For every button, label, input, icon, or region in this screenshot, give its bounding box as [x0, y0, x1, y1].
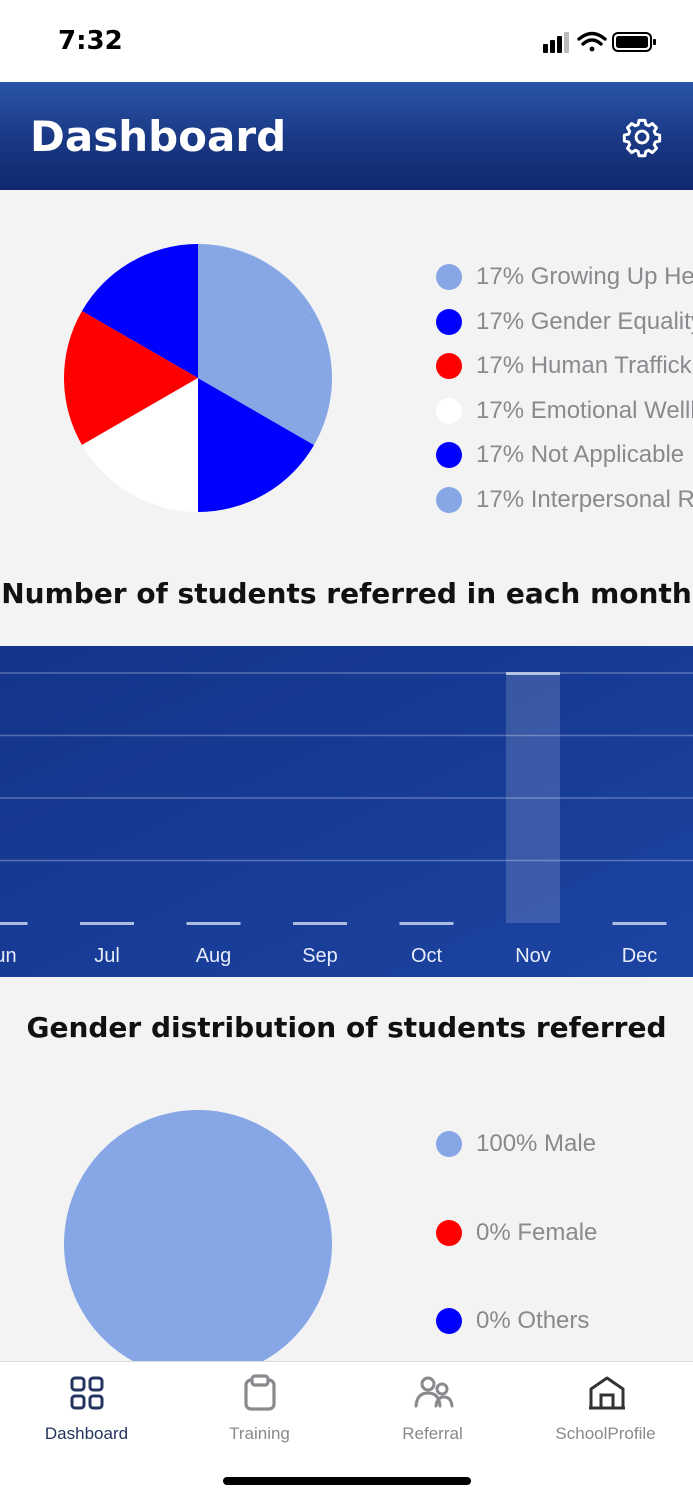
- legend-dot: [436, 1219, 462, 1246]
- x-tick-label: Nov: [515, 945, 551, 967]
- signal-icon: [543, 32, 569, 53]
- legend-item: 17% Gender Equality: [436, 300, 693, 345]
- monthly-bar-chart: Jun Jul Aug Sep Oct Nov Dec: [0, 646, 693, 977]
- bar-cap: [612, 922, 667, 925]
- legend-item: 0% Female: [436, 1211, 693, 1300]
- monthly-chart-title: Number of students referred in each mont…: [1, 577, 692, 610]
- clipboard-icon: [244, 1374, 276, 1411]
- bar-cap: [186, 922, 241, 925]
- bar-cap: [293, 922, 347, 925]
- pie-slice: [198, 378, 315, 512]
- wifi-icon: [577, 31, 607, 52]
- home-indicator: [223, 1477, 471, 1485]
- legend-item: 17% Human Trafficking: [436, 344, 693, 389]
- x-tick-label: Dec: [622, 945, 658, 967]
- tab-training[interactable]: Training: [173, 1362, 346, 1462]
- status-time: 7:32: [58, 26, 123, 56]
- tab-dashboard[interactable]: Dashboard: [0, 1362, 173, 1462]
- tab-referral[interactable]: Referral: [346, 1362, 519, 1462]
- people-icon: [414, 1376, 454, 1408]
- x-tick-label: Aug: [196, 945, 232, 967]
- legend-item: 0% Others: [436, 1299, 693, 1388]
- legend-label: 17% Growing Up Healthy: [476, 263, 693, 291]
- gender-pie-chart: [64, 1110, 332, 1378]
- status-bar: 7:32: [0, 0, 693, 82]
- page-title: Dashboard: [30, 112, 287, 161]
- tab-label: Training: [229, 1424, 290, 1443]
- legend-item: 17% Growing Up Healthy: [436, 255, 693, 300]
- bar-cap: [506, 672, 560, 675]
- pie-slice: [81, 244, 198, 378]
- tab-label: SchoolProfile: [555, 1424, 656, 1443]
- legend-label: 17% Interpersonal Relationships: [476, 485, 693, 513]
- legend-label: 17% Human Trafficking: [476, 352, 693, 380]
- settings-gear-icon[interactable]: [621, 116, 663, 158]
- x-tick-label: Jun: [0, 945, 17, 967]
- gender-chart-title: Gender distribution of students referred: [26, 1011, 667, 1044]
- bar: [506, 673, 560, 923]
- pie-slice: [198, 311, 332, 445]
- topics-pie-chart: [64, 244, 332, 512]
- legend-label: 0% Female: [476, 1218, 598, 1246]
- legend-item: 17% Emotional Wellbeing: [436, 389, 693, 434]
- legend-dot: [436, 486, 462, 513]
- chart-background: [0, 646, 693, 977]
- legend-dot: [436, 1308, 462, 1334]
- status-icons: [543, 31, 656, 53]
- bar-cap: [399, 922, 454, 925]
- legend-dot: [436, 353, 462, 380]
- app-header: Dashboard: [0, 82, 693, 190]
- battery-icon: [612, 32, 656, 52]
- legend-dot: [436, 308, 462, 335]
- legend-item: 17% Interpersonal Relationships: [436, 478, 693, 523]
- pie-slice: [198, 244, 315, 378]
- legend-label: 100% Male: [476, 1130, 597, 1157]
- tab-label: Dashboard: [44, 1424, 129, 1443]
- legend-dot: [436, 442, 462, 469]
- tab-label: Referral: [402, 1424, 463, 1443]
- legend-dot: [436, 397, 462, 424]
- pie-slice: [64, 311, 198, 445]
- x-tick-label: Sep: [302, 945, 338, 967]
- legend-item: 100% Male: [436, 1122, 693, 1211]
- topics-legend: 17% Growing Up Healthy 17% Gender Equali…: [436, 255, 693, 522]
- legend-label: 0% Others: [476, 1307, 590, 1334]
- x-tick-label: Jul: [94, 945, 120, 967]
- pie-slice: [64, 1110, 332, 1378]
- bar-cap: [80, 922, 134, 925]
- bar-cap: [0, 922, 28, 925]
- pie-slice: [81, 378, 198, 512]
- x-tick-label: Oct: [411, 945, 443, 967]
- grid-icon: [70, 1376, 104, 1410]
- legend-dot: [436, 264, 462, 291]
- legend-dot: [436, 1131, 462, 1157]
- legend-label: 17% Emotional Wellbeing: [476, 396, 693, 424]
- legend-item: 17% Not Applicable: [436, 433, 693, 478]
- legend-label: 17% Not Applicable: [476, 441, 685, 469]
- legend-label: 17% Gender Equality: [476, 307, 693, 335]
- tab-school-profile[interactable]: SchoolProfile: [519, 1362, 692, 1462]
- school-icon: [589, 1376, 625, 1410]
- gender-legend: 100% Male 0% Female 0% Others: [436, 1122, 693, 1388]
